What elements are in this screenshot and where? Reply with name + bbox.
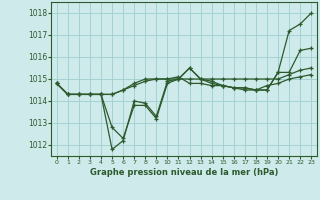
- X-axis label: Graphe pression niveau de la mer (hPa): Graphe pression niveau de la mer (hPa): [90, 168, 278, 177]
